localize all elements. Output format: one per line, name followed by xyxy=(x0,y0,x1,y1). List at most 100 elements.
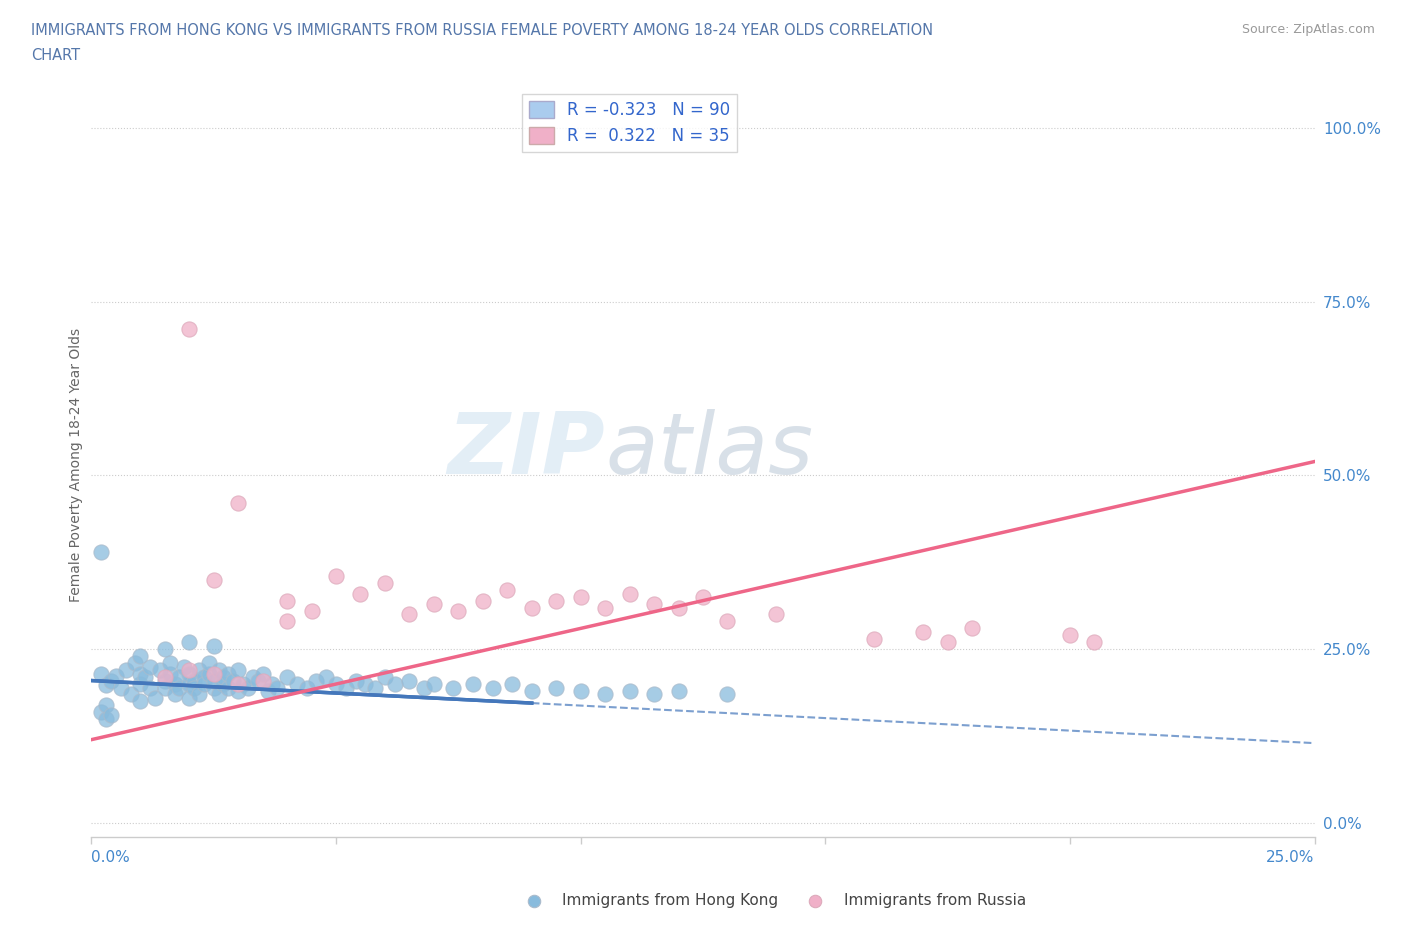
Point xyxy=(202,638,225,653)
Point xyxy=(226,684,249,698)
Point xyxy=(523,893,546,908)
Point xyxy=(256,684,278,698)
Point xyxy=(443,680,465,695)
Point xyxy=(124,656,146,671)
Point xyxy=(149,663,172,678)
Point xyxy=(90,666,112,681)
Point xyxy=(546,593,568,608)
Point xyxy=(153,670,176,684)
Point xyxy=(143,690,166,705)
Point xyxy=(232,677,254,692)
Point xyxy=(569,684,592,698)
Point xyxy=(315,670,337,684)
Point xyxy=(202,666,225,681)
Point xyxy=(110,680,132,695)
Point xyxy=(202,572,225,587)
Point xyxy=(236,680,259,695)
Point xyxy=(520,684,543,698)
Point xyxy=(593,600,616,615)
Point xyxy=(325,677,347,692)
Point xyxy=(481,680,503,695)
Point xyxy=(423,597,446,612)
Legend: R = -0.323   N = 90, R =  0.322   N = 35: R = -0.323 N = 90, R = 0.322 N = 35 xyxy=(522,94,737,152)
Point xyxy=(179,322,201,337)
Text: Immigrants from Russia: Immigrants from Russia xyxy=(844,893,1026,909)
Point xyxy=(193,677,215,692)
Text: IMMIGRANTS FROM HONG KONG VS IMMIGRANTS FROM RUSSIA FEMALE POVERTY AMONG 18-24 Y: IMMIGRANTS FROM HONG KONG VS IMMIGRANTS … xyxy=(31,23,934,38)
Point xyxy=(153,680,176,695)
Point xyxy=(349,586,371,601)
Point xyxy=(183,673,205,688)
Point xyxy=(173,659,195,674)
Point xyxy=(246,673,269,688)
Point xyxy=(285,677,308,692)
Point xyxy=(619,586,641,601)
Point xyxy=(226,496,249,511)
Point xyxy=(398,673,420,688)
Point xyxy=(207,687,229,702)
Point xyxy=(423,677,446,692)
Point xyxy=(202,680,225,695)
Point xyxy=(179,663,201,678)
Point xyxy=(153,673,176,688)
Point xyxy=(1083,635,1105,650)
Point xyxy=(222,673,245,688)
Point xyxy=(179,690,201,705)
Point xyxy=(344,673,367,688)
Point xyxy=(384,677,406,692)
Point xyxy=(461,677,484,692)
Point xyxy=(179,635,201,650)
Point xyxy=(120,687,142,702)
Point xyxy=(104,669,127,684)
Point xyxy=(242,670,264,684)
Point xyxy=(226,663,249,678)
Point xyxy=(129,666,152,681)
Point xyxy=(217,666,239,681)
Point xyxy=(94,711,117,726)
Point xyxy=(134,670,156,684)
Point xyxy=(374,576,396,591)
Point xyxy=(226,677,249,692)
Point xyxy=(398,607,420,622)
Point xyxy=(325,569,347,584)
Point xyxy=(179,666,201,681)
Point xyxy=(692,590,714,604)
Point xyxy=(163,687,186,702)
Point xyxy=(129,649,152,664)
Point xyxy=(1059,628,1081,643)
Point xyxy=(619,684,641,698)
Point xyxy=(183,680,205,695)
Point xyxy=(501,677,523,692)
Point xyxy=(94,698,117,712)
Point xyxy=(169,680,191,695)
Text: CHART: CHART xyxy=(31,48,80,63)
Point xyxy=(765,607,787,622)
Point xyxy=(114,663,136,678)
Point xyxy=(212,677,235,692)
Point xyxy=(960,621,983,636)
Point xyxy=(193,670,215,684)
Point xyxy=(198,656,221,671)
Point xyxy=(90,704,112,719)
Point xyxy=(364,680,387,695)
Point xyxy=(301,604,323,618)
Point xyxy=(159,666,181,681)
Point xyxy=(863,631,886,646)
Point xyxy=(305,673,328,688)
Point xyxy=(207,663,229,678)
Point xyxy=(354,677,377,692)
Text: Source: ZipAtlas.com: Source: ZipAtlas.com xyxy=(1241,23,1375,36)
Point xyxy=(212,670,235,684)
Point xyxy=(413,680,436,695)
Point xyxy=(262,677,284,692)
Point xyxy=(546,680,568,695)
Point xyxy=(198,666,221,681)
Text: atlas: atlas xyxy=(605,408,813,492)
Point xyxy=(159,656,181,671)
Point xyxy=(100,673,122,688)
Point xyxy=(169,670,191,684)
Point xyxy=(139,680,162,695)
Point xyxy=(90,544,112,559)
Point xyxy=(668,600,690,615)
Text: 25.0%: 25.0% xyxy=(1267,850,1315,865)
